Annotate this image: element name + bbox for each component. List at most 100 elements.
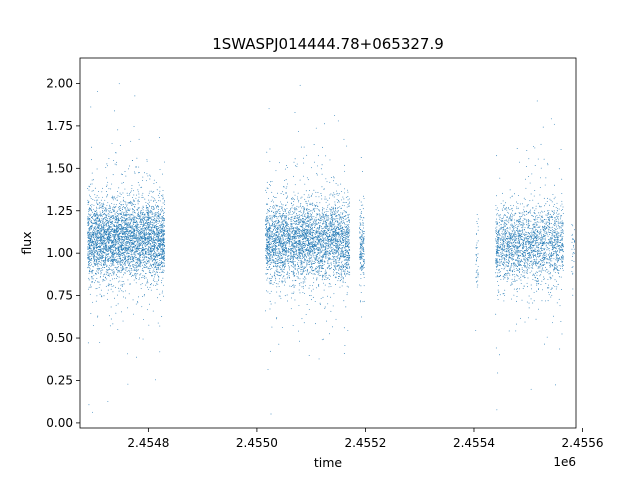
data-point xyxy=(334,114,336,116)
data-point xyxy=(102,225,104,227)
data-point xyxy=(103,222,105,224)
data-point xyxy=(110,265,112,267)
data-point xyxy=(94,228,96,229)
data-point xyxy=(96,259,98,261)
data-point xyxy=(347,262,349,264)
data-point xyxy=(122,266,123,268)
data-point xyxy=(93,282,95,284)
data-point xyxy=(115,212,117,214)
data-point xyxy=(89,194,91,196)
data-point xyxy=(154,257,155,259)
data-point xyxy=(318,208,320,210)
data-point xyxy=(123,182,124,183)
data-point xyxy=(158,227,160,229)
data-point xyxy=(162,240,164,242)
data-point xyxy=(129,219,131,221)
data-point xyxy=(100,273,102,275)
data-point xyxy=(154,239,156,241)
data-point xyxy=(92,247,94,249)
data-point xyxy=(116,191,118,192)
data-point xyxy=(116,218,118,220)
data-point xyxy=(302,257,303,259)
data-point xyxy=(125,224,127,226)
data-point xyxy=(159,325,161,327)
data-point xyxy=(120,212,122,214)
data-point xyxy=(99,238,101,240)
data-point xyxy=(154,263,156,265)
data-point xyxy=(316,259,318,261)
data-point xyxy=(150,247,152,249)
data-point xyxy=(129,208,131,210)
data-point xyxy=(111,240,113,242)
data-point xyxy=(88,208,90,210)
data-point xyxy=(163,262,165,264)
data-point xyxy=(284,280,286,282)
data-point xyxy=(130,272,132,274)
data-point xyxy=(130,219,132,221)
data-point xyxy=(162,272,164,273)
data-point xyxy=(150,245,152,247)
data-point xyxy=(102,239,104,241)
data-point xyxy=(131,242,133,244)
data-point xyxy=(98,225,99,227)
data-point xyxy=(127,257,129,258)
data-point xyxy=(94,236,96,238)
data-point xyxy=(304,223,306,225)
data-point xyxy=(128,249,130,250)
data-point xyxy=(91,190,93,192)
data-point xyxy=(90,232,92,233)
data-point xyxy=(140,248,142,250)
data-point xyxy=(125,261,127,263)
data-point xyxy=(113,217,115,219)
data-point xyxy=(125,228,127,229)
data-point xyxy=(160,260,162,262)
data-point xyxy=(90,204,92,206)
data-point xyxy=(121,208,123,210)
data-point xyxy=(115,234,117,236)
data-point xyxy=(164,201,166,203)
data-point xyxy=(120,246,122,248)
data-point xyxy=(108,227,110,228)
data-point xyxy=(140,211,142,213)
data-point xyxy=(143,253,145,255)
data-point xyxy=(133,266,135,268)
data-point xyxy=(88,229,90,231)
data-point xyxy=(110,239,112,241)
data-point xyxy=(114,256,116,258)
data-point xyxy=(138,244,140,246)
data-point xyxy=(97,240,99,242)
data-point xyxy=(292,228,294,229)
data-point xyxy=(158,137,160,139)
data-point xyxy=(145,230,147,232)
data-point xyxy=(346,228,348,230)
data-point xyxy=(100,256,102,258)
data-point xyxy=(157,226,159,227)
data-point xyxy=(116,161,118,163)
data-point xyxy=(113,228,115,230)
data-point xyxy=(137,203,139,205)
data-point xyxy=(152,241,154,243)
data-point xyxy=(147,175,149,177)
data-point xyxy=(105,231,106,233)
data-point xyxy=(283,234,285,236)
data-point xyxy=(100,241,102,242)
data-point xyxy=(92,241,94,243)
data-point xyxy=(121,204,123,206)
data-point xyxy=(108,259,110,261)
data-point xyxy=(99,342,101,343)
data-point xyxy=(95,228,97,230)
data-point xyxy=(120,252,122,254)
data-point xyxy=(131,214,133,216)
data-point xyxy=(293,221,295,222)
data-point xyxy=(157,243,159,245)
data-point xyxy=(142,253,144,255)
data-point xyxy=(139,246,140,248)
data-point xyxy=(139,243,140,245)
data-point xyxy=(161,252,163,254)
data-point xyxy=(132,221,134,223)
data-point xyxy=(88,286,90,288)
data-point xyxy=(144,248,146,250)
data-point xyxy=(122,241,124,243)
data-point xyxy=(91,242,93,244)
data-point xyxy=(305,228,307,230)
